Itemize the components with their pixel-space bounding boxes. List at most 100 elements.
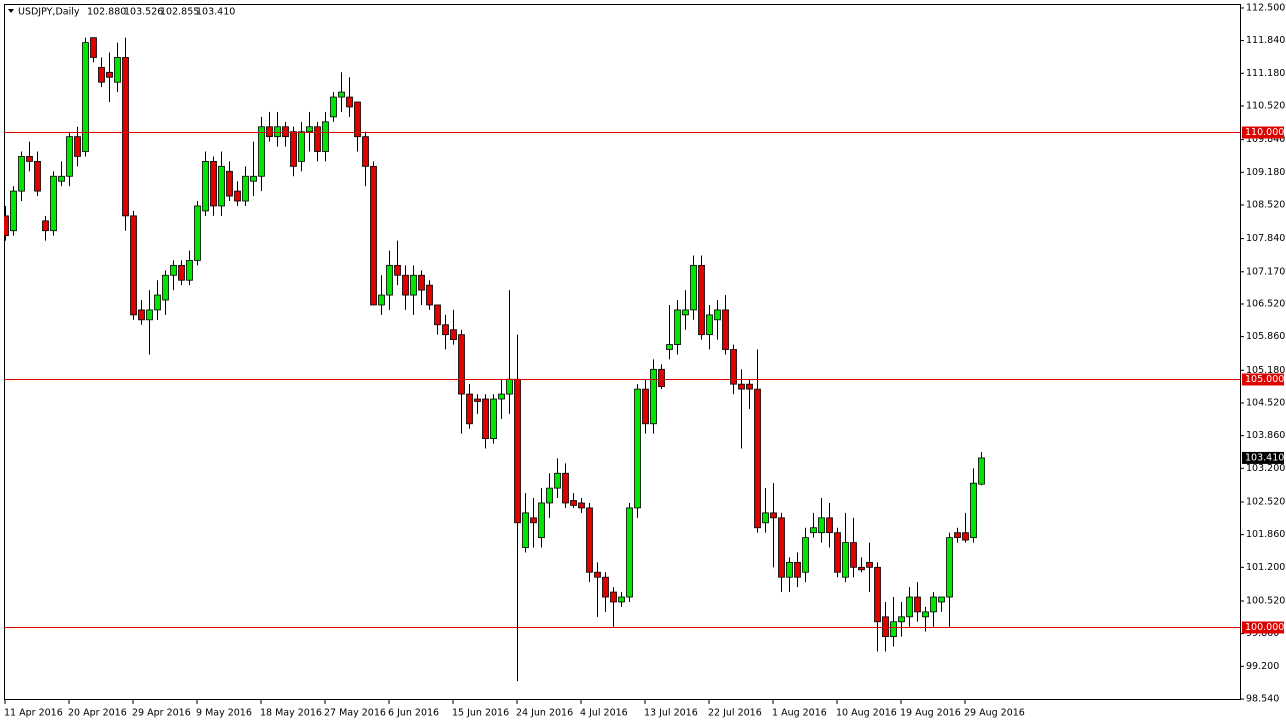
candle-body	[946, 537, 953, 598]
candle-body	[618, 596, 625, 603]
candle-body	[978, 457, 985, 485]
candle-body	[786, 561, 793, 578]
candle-body	[602, 576, 609, 598]
candle-body	[794, 561, 801, 578]
candle-body	[634, 388, 641, 509]
candle-body	[434, 304, 441, 326]
level-tag	[1242, 621, 1284, 634]
y-tick-label: 100.520	[1246, 595, 1285, 606]
candle-body	[442, 324, 449, 336]
candle-body	[554, 472, 561, 489]
candle-body	[322, 121, 329, 152]
candle-body	[498, 393, 505, 400]
candle-body	[250, 175, 257, 182]
y-tick-label: 101.200	[1246, 562, 1285, 573]
candle-body	[842, 542, 849, 578]
x-tick-label: 18 May 2016	[260, 708, 322, 719]
candle-body	[186, 260, 193, 281]
menu-arrow	[8, 9, 14, 13]
candle-body	[818, 517, 825, 534]
x-tick-label: 13 Jul 2016	[644, 708, 698, 719]
y-tick-label: 108.520	[1246, 199, 1285, 210]
candle-body	[50, 175, 57, 232]
candle-body	[34, 161, 41, 192]
y-tick-label: 104.520	[1246, 397, 1285, 408]
candle-body	[730, 349, 737, 385]
candle-body	[266, 126, 273, 138]
candle-body	[970, 482, 977, 539]
candle-body	[962, 532, 969, 541]
candle-body	[234, 190, 241, 202]
candle-body	[98, 66, 105, 83]
candle-body	[90, 37, 97, 58]
candle-body	[714, 309, 721, 321]
candle-body	[162, 274, 169, 301]
candle-body	[930, 596, 937, 613]
candle-body	[594, 571, 601, 578]
candle-body	[722, 309, 729, 350]
x-tick-label: 22 Jul 2016	[708, 708, 762, 719]
x-tick-label: 4 Jul 2016	[580, 708, 628, 719]
candle-body	[826, 517, 833, 534]
candle-body	[778, 517, 785, 578]
candle-body	[522, 512, 529, 548]
candle-body	[882, 616, 889, 638]
candle-body	[706, 314, 713, 336]
level-label: 100.000	[1245, 622, 1284, 633]
candle-body	[802, 537, 809, 573]
y-tick-label: 99.860	[1246, 628, 1279, 639]
candle-body	[466, 393, 473, 425]
candle-body	[674, 309, 681, 345]
candle-body	[746, 383, 753, 390]
x-tick-label: 6 Jun 2016	[388, 708, 439, 719]
candle-body	[530, 517, 537, 524]
candle-body	[914, 596, 921, 613]
level-tag	[1242, 373, 1284, 386]
candle-body	[18, 156, 25, 192]
plot-frame	[4, 4, 1241, 700]
candle-body	[10, 190, 17, 232]
y-tick-label: 106.520	[1246, 298, 1285, 309]
x-tick-label: 1 Aug 2016	[772, 708, 827, 719]
candle-body	[546, 487, 553, 504]
y-tick-label: 111.840	[1246, 35, 1285, 46]
x-tick-label: 27 May 2016	[324, 708, 386, 719]
candle-body	[490, 398, 497, 440]
y-tick-label: 111.180	[1246, 68, 1285, 79]
candle-body	[226, 170, 233, 197]
candle-body	[850, 542, 857, 568]
candle-body	[402, 274, 409, 296]
y-tick-label: 107.840	[1246, 233, 1285, 244]
candle-body	[314, 126, 321, 152]
candle-body	[378, 294, 385, 306]
candle-body	[586, 507, 593, 573]
y-tick-label: 105.860	[1246, 331, 1285, 342]
candle-body	[658, 368, 665, 388]
candle-body	[218, 165, 225, 207]
candle-body	[338, 91, 345, 98]
candle-body	[938, 596, 945, 603]
candle-body	[106, 71, 113, 78]
x-tick-label: 19 Aug 2016	[900, 708, 961, 719]
y-tick-label: 105.180	[1246, 365, 1285, 376]
candle-body	[770, 512, 777, 519]
candle-body	[346, 96, 353, 108]
candle-body	[362, 136, 369, 167]
ohlc-value: 103.410	[196, 7, 235, 18]
candle-body	[858, 566, 865, 571]
candle-body	[514, 378, 521, 524]
candle-body	[906, 596, 913, 618]
candle-body	[762, 512, 769, 524]
x-tick-label: 29 Apr 2016	[132, 708, 191, 719]
candle-body	[570, 500, 577, 506]
candle-body	[866, 561, 873, 568]
candle-body	[682, 309, 689, 316]
candle-body	[474, 398, 481, 402]
candles	[4, 37, 985, 682]
candle-body	[834, 532, 841, 573]
candle-body	[4, 215, 9, 237]
candle-body	[26, 156, 33, 162]
candle-body	[738, 383, 745, 390]
